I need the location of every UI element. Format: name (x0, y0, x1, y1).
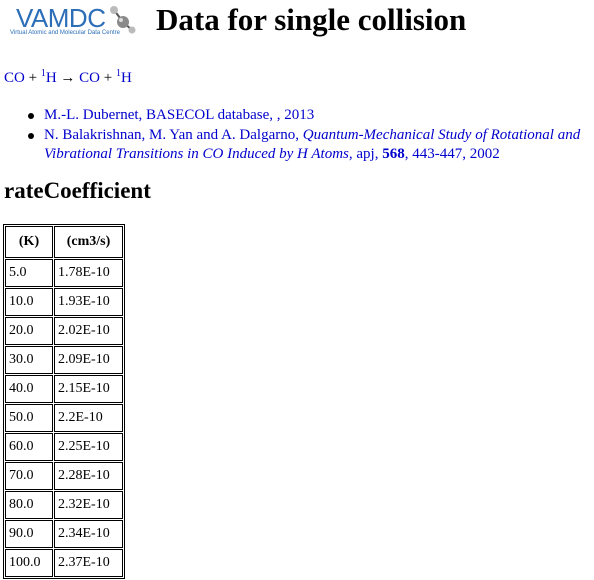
table-row: 5.0 1.78E-10 (5, 259, 123, 287)
temperature-cell: 80.0 (5, 491, 53, 519)
temperature-cell: 30.0 (5, 346, 53, 374)
temperature-cell: 70.0 (5, 462, 53, 490)
isotope-superscript: 1 (40, 68, 46, 79)
table-header-row: (K) (cm3/s) (5, 226, 123, 258)
product-co-link[interactable]: CO (79, 70, 100, 86)
table-row: 30.0 2.09E-10 (5, 346, 123, 374)
temperature-cell: 50.0 (5, 404, 53, 432)
reference-journal: , apj, (348, 146, 383, 162)
page-title: Data for single collision (156, 2, 467, 37)
table-row: 40.0 2.15E-10 (5, 375, 123, 403)
rate-cell: 2.34E-10 (54, 520, 123, 548)
table-row: 90.0 2.34E-10 (5, 520, 123, 548)
rate-cell: 2.15E-10 (54, 375, 123, 403)
product-h-label: H (120, 70, 132, 86)
plus-sign: + (103, 70, 113, 86)
reference-link[interactable]: M.-L. Dubernet, BASECOL database, , 2013 (44, 107, 315, 123)
product-h-link[interactable]: 1H (115, 68, 132, 87)
vamdc-logo[interactable]: VAMDC Virtual Atomic and Molecular Data … (4, 2, 144, 46)
rate-cell: 2.25E-10 (54, 433, 123, 461)
rate-cell: 1.93E-10 (54, 288, 123, 316)
section-title: rateCoefficient (4, 178, 151, 203)
rate-cell: 2.37E-10 (54, 549, 123, 577)
rate-cell: 2.2E-10 (54, 404, 123, 432)
collision-process: CO + 1H → CO + 1H (4, 68, 132, 87)
rate-coefficient-table: (K) (cm3/s) 5.0 1.78E-10 10.0 1.93E-10 20.… (3, 224, 125, 579)
logo-subtitle: Virtual Atomic and Molecular Data Centre (10, 30, 120, 36)
rate-cell: 2.09E-10 (54, 346, 123, 374)
table-row: 70.0 2.28E-10 (5, 462, 123, 490)
temperature-cell: 90.0 (5, 520, 53, 548)
reference-link[interactable]: N. Balakrishnan, M. Yan and A. Dalgarno,… (44, 127, 580, 162)
molecule-icon (110, 6, 136, 34)
temperature-cell: 100.0 (5, 549, 53, 577)
reference-authors: N. Balakrishnan, M. Yan and A. Dalgarno, (44, 127, 303, 143)
temperature-cell: 60.0 (5, 433, 53, 461)
rate-cell: 2.02E-10 (54, 317, 123, 345)
rate-cell: 2.32E-10 (54, 491, 123, 519)
reference-list: M.-L. Dubernet, BASECOL database, , 2013… (4, 106, 590, 165)
rate-cell: 2.28E-10 (54, 462, 123, 490)
reactant-h-label: H (45, 70, 57, 86)
temperature-cell: 5.0 (5, 259, 53, 287)
logo-text: VAMDC (16, 3, 106, 33)
table-row: 60.0 2.25E-10 (5, 433, 123, 461)
table-row: 80.0 2.32E-10 (5, 491, 123, 519)
isotope-superscript: 1 (115, 68, 121, 79)
temperature-header: (K) (5, 226, 53, 258)
plus-sign: + (28, 70, 38, 86)
rate-cell: 1.78E-10 (54, 259, 123, 287)
arrow: → (60, 70, 76, 86)
reference-item: N. Balakrishnan, M. Yan and A. Dalgarno,… (4, 126, 590, 164)
table-row: 50.0 2.2E-10 (5, 404, 123, 432)
temperature-cell: 40.0 (5, 375, 53, 403)
temperature-cell: 20.0 (5, 317, 53, 345)
header: VAMDC Virtual Atomic and Molecular Data … (4, 2, 594, 46)
temperature-cell: 10.0 (5, 288, 53, 316)
table-row: 10.0 1.93E-10 (5, 288, 123, 316)
reactant-co-link[interactable]: CO (4, 70, 25, 86)
rate-header: (cm3/s) (54, 226, 123, 258)
reference-volume: 568 (382, 146, 405, 162)
reference-pages: , 443-447, 2002 (404, 146, 500, 162)
table-row: 20.0 2.02E-10 (5, 317, 123, 345)
table-row: 100.0 2.37E-10 (5, 549, 123, 577)
reference-item: M.-L. Dubernet, BASECOL database, , 2013 (4, 106, 590, 125)
reactant-h-link[interactable]: 1H (40, 68, 57, 87)
reference-title: Quantum-Mechanical Study of Rotational a… (44, 127, 581, 162)
